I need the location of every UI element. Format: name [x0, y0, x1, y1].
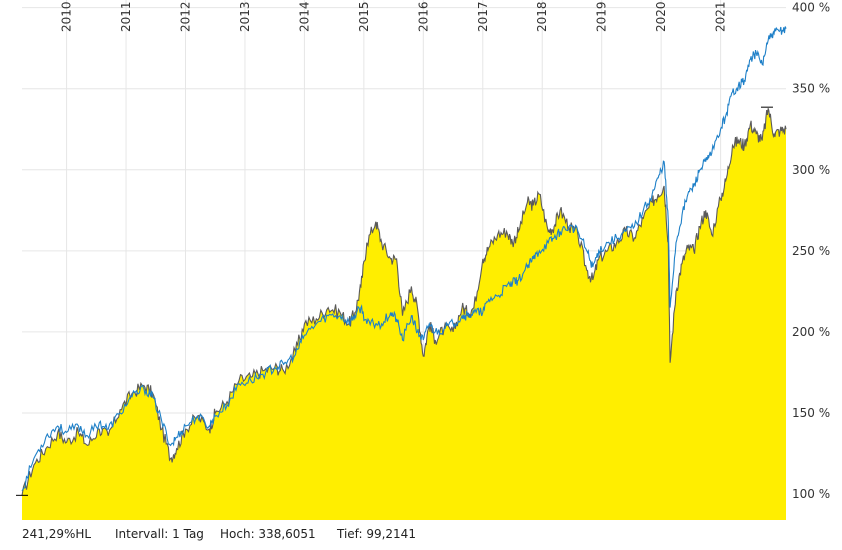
area-series-fill — [22, 108, 786, 520]
x-tick-label: 2017 — [476, 1, 490, 32]
x-axis-ticks: 2010 2011 2012 2013 2014 2015 2016 2017 2018 2019… — [60, 1, 728, 32]
y-tick-label: 300 % — [792, 163, 830, 177]
x-tick-label: 2011 — [119, 1, 133, 32]
comparison-series-layer — [21, 26, 787, 492]
y-axis-ticks: 100 % 150 % 200 % 250 % 300 % 350 % 400 % — [792, 1, 830, 501]
x-tick-label: 2013 — [238, 1, 252, 32]
low-label: Tief: 99,2141 — [337, 527, 416, 541]
x-tick-label: 2018 — [535, 1, 549, 32]
interval-label: Intervall: 1 Tag — [115, 527, 204, 541]
high-low-markers — [16, 106, 773, 496]
x-tick-label: 2020 — [654, 1, 668, 32]
x-tick-label: 2012 — [179, 1, 193, 32]
chart-area: 100 % 150 % 200 % 250 % 300 % 350 % 400 % 2010… — [16, 0, 830, 520]
x-tick-label: 2015 — [357, 1, 371, 32]
y-tick-label: 150 % — [792, 406, 830, 420]
x-tick-label: 2016 — [416, 1, 430, 32]
chart-footer: 241,29%HL Intervall: 1 Tag Hoch: 338,605… — [0, 522, 842, 550]
high-label: Hoch: 338,6051 — [220, 527, 316, 541]
y-tick-label: 250 % — [792, 244, 830, 258]
y-tick-label: 350 % — [792, 82, 830, 96]
area-series-layer — [21, 108, 787, 520]
y-tick-label: 100 % — [792, 487, 830, 501]
x-tick-label: 2014 — [297, 1, 311, 32]
performance-label: 241,29%HL — [22, 527, 92, 541]
y-tick-label: 200 % — [792, 325, 830, 339]
y-tick-label: 400 % — [792, 1, 830, 15]
x-tick-label: 2010 — [60, 1, 74, 32]
area-series-line — [21, 108, 787, 496]
comparison-series-line — [21, 26, 787, 492]
x-tick-label: 2021 — [714, 1, 728, 32]
x-tick-label: 2019 — [595, 1, 609, 32]
performance-chart: 100 % 150 % 200 % 250 % 300 % 350 % 400 % 2010… — [16, 0, 830, 520]
